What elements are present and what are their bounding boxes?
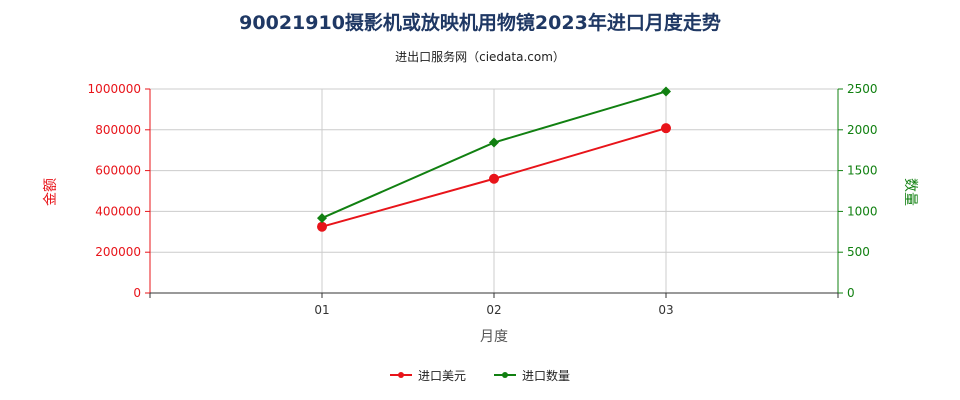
- y-right-tick-label: 500: [847, 245, 870, 259]
- legend-swatch-quantity: [494, 369, 516, 381]
- legend: 进口美元 进口数量: [0, 366, 960, 384]
- y-left-tick-label: 1000000: [88, 82, 141, 96]
- x-tick-label: 02: [486, 303, 501, 317]
- x-axis-label: 月度: [480, 329, 508, 345]
- y-right-tick-label: 1500: [847, 164, 878, 178]
- legend-item-amount[interactable]: 进口美元: [389, 366, 466, 384]
- legend-swatch-amount: [389, 369, 412, 381]
- y-right-tick-label: 2500: [847, 82, 878, 96]
- y-axis-left-label: 金额: [43, 178, 59, 206]
- x-tick-label: 01: [314, 303, 329, 317]
- legend-label-quantity: 进口数量: [522, 368, 571, 383]
- y-left-tick-label: 800000: [95, 123, 141, 137]
- y-right-tick-label: 0: [847, 286, 855, 300]
- data-point-quantity: [661, 86, 671, 97]
- series: [317, 86, 671, 232]
- tick-labels: 0 200000 400000 600000 800000 1000000 0 500 1000…: [88, 82, 878, 317]
- y-left-tick-label: 0: [133, 286, 141, 300]
- data-point-amount: [489, 173, 499, 184]
- y-right-tick-label: 2000: [847, 123, 878, 137]
- legend-item-quantity[interactable]: 进口数量: [494, 366, 570, 384]
- axes: [145, 88, 843, 298]
- x-tick-label: 03: [658, 303, 673, 317]
- y-left-tick-label: 600000: [95, 164, 141, 178]
- chart-subtitle: 进出口服务网（ciedata.com）: [395, 50, 565, 64]
- data-point-amount: [661, 123, 671, 134]
- y-right-tick-label: 1000: [847, 204, 878, 218]
- chart-title: 90021910摄影机或放映机用物镜2023年进口月度走势: [239, 12, 721, 34]
- y-left-tick-label: 200000: [95, 245, 141, 259]
- data-point-amount: [317, 221, 327, 232]
- data-point-quantity: [317, 213, 327, 224]
- grid-lines: [150, 88, 838, 294]
- y-left-tick-label: 400000: [95, 204, 141, 218]
- y-axis-right-label: 数量: [902, 178, 918, 206]
- legend-label-amount: 进口美元: [417, 368, 466, 383]
- data-point-quantity: [489, 137, 499, 148]
